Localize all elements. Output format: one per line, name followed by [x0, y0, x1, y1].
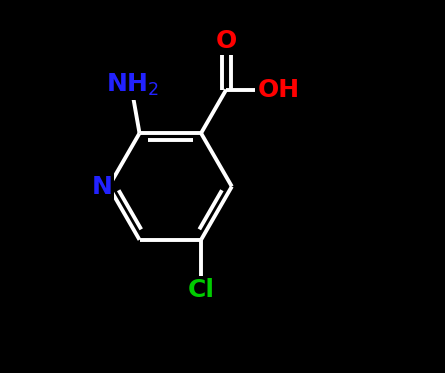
Text: O: O: [216, 29, 237, 53]
Text: Cl: Cl: [187, 278, 214, 302]
Text: N: N: [92, 175, 113, 198]
Text: OH: OH: [257, 78, 299, 101]
Text: NH$_2$: NH$_2$: [106, 72, 159, 98]
